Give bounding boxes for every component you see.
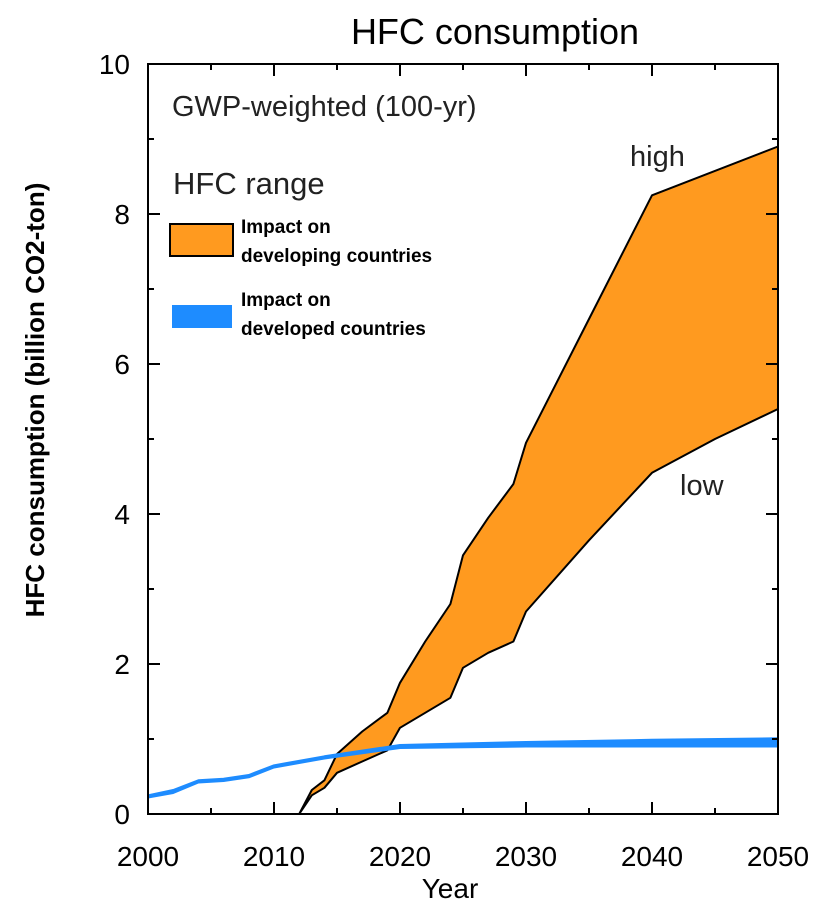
y-tick-label: 4 [114,499,130,530]
y-tick-label: 0 [114,799,130,830]
x-tick-label: 2040 [621,841,683,872]
x-axis-label: Year [422,873,479,902]
x-tick-label: 2020 [369,841,431,872]
annotation-low: low [680,470,725,502]
series-band-developed [147,737,779,799]
legend-label-developed-line2: developed countries [241,319,426,340]
chart-subtitle: GWP-weighted (100-yr) [172,91,477,123]
legend-label-developing-line2: developing countries [241,246,432,267]
plot-ticks: 2000 2010 2020 2030 2040 2050 0 2 4 6 8 10 [99,49,809,872]
legend-title: HFC range [173,166,325,201]
y-axis-label: HFC consumption (billion CO2-ton) [20,183,50,618]
chart-title: HFC consumption [351,11,639,52]
y-tick-label: 6 [114,349,130,380]
legend-swatch-developed [172,305,232,328]
x-tick-label: 2050 [747,841,809,872]
annotation-high: high [630,141,685,173]
x-tick-label: 2010 [243,841,305,872]
legend-label-developed-line1: Impact on [241,290,331,311]
y-tick-label: 8 [114,199,130,230]
y-tick-label: 2 [114,649,130,680]
x-tick-label: 2000 [117,841,179,872]
legend-swatch-developing [169,223,234,257]
y-tick-label: 10 [99,49,130,80]
legend-label-developing-line1: Impact on [241,217,331,238]
x-tick-label: 2030 [495,841,557,872]
